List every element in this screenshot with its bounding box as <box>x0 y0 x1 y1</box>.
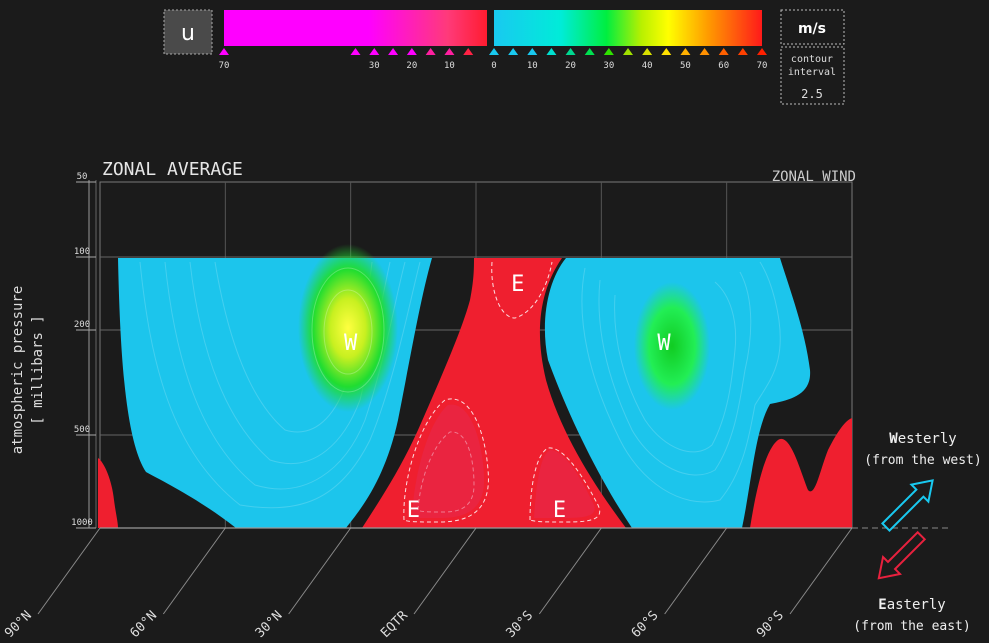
easterly-tick-marker <box>219 48 229 55</box>
chart-subtitle: ZONAL WIND <box>772 169 856 185</box>
easterly-region-north-pole <box>98 458 118 528</box>
latitude-floor <box>37 527 853 615</box>
region-labels: W W E E E <box>344 272 671 523</box>
easterly-tick-label: 70 <box>219 61 230 71</box>
easterly-tick-marker <box>388 48 399 55</box>
easterly-annotation: Easterly (from the east) <box>853 530 971 634</box>
westerly-tick-label: 60 <box>718 61 729 71</box>
westerly-tick-label: 30 <box>603 61 614 71</box>
latitude-tick-label: EQTR <box>378 608 411 641</box>
latitude-tick-label: 60°S <box>629 608 662 641</box>
y-axis-title: atmospheric pressure[ millibars ] <box>10 286 46 455</box>
jet-core-north <box>298 244 398 412</box>
westerly-tick-marker <box>718 48 729 55</box>
westerly-tick-label: 20 <box>565 61 576 71</box>
colorbar-ticks: 70 30 20 10 0 10 20 30 40 50 60 70 <box>219 48 768 71</box>
easterly-region-south-pole <box>750 418 852 528</box>
variable-label: u <box>181 21 195 46</box>
westerly-tick-marker <box>603 48 614 55</box>
easterly-label: E <box>553 498 566 523</box>
westerly-tick-marker <box>757 48 767 55</box>
latitude-tick-label: 60°N <box>127 608 160 641</box>
westerly-title: Westerly <box>889 431 956 447</box>
contour-interval-value: 2.5 <box>801 87 823 101</box>
jet-core-south <box>634 282 710 410</box>
easterly-tick-marker <box>425 48 436 55</box>
westerly-tick-marker <box>680 48 691 55</box>
chart: ZONAL AVERAGE ZONAL WIND <box>2 159 950 641</box>
westerly-tick-marker <box>642 48 653 55</box>
latitude-tick-label: 90°N <box>2 608 35 641</box>
easterly-title: Easterly <box>878 597 945 613</box>
westerly-tick-label: 50 <box>680 61 691 71</box>
units-label: m/s <box>798 21 826 37</box>
westerly-tick-label: 10 <box>527 61 538 71</box>
easterly-tick-marker <box>369 48 380 55</box>
westerly-tick-marker <box>661 48 672 55</box>
westerly-tick-label: 0 <box>491 61 496 71</box>
easterly-tick-label: 10 <box>444 61 455 71</box>
contour-interval-label: contour interval <box>788 54 836 78</box>
contour-interval-box: contour interval 2.5 <box>780 46 845 105</box>
pressure-tick-label: 200 <box>74 320 90 330</box>
easterly-tick-marker <box>350 48 361 55</box>
westerly-jet-label: W <box>344 331 358 356</box>
westerly-jet-label: W <box>657 331 671 356</box>
westerly-annotation: Westerly (from the west) <box>864 431 982 532</box>
chart-title: ZONAL AVERAGE <box>102 159 243 180</box>
westerly-tick-marker <box>546 48 557 55</box>
westerly-tick-marker <box>527 48 538 55</box>
westerly-subtitle: (from the west) <box>864 453 981 468</box>
latitude-tick-labels: 90°N 60°N 30°N EQTR 30°S 60°S 90°S <box>2 608 787 641</box>
pressure-tick-label: 500 <box>74 425 90 435</box>
easterly-label: E <box>407 498 420 523</box>
easterly-tick-marker <box>463 48 474 55</box>
pressure-tick-label: 50 <box>77 172 88 182</box>
pressure-tick-label: 1000 <box>71 518 93 528</box>
easterly-subtitle: (from the east) <box>853 619 970 634</box>
westerly-arrow <box>881 479 934 532</box>
westerly-tick-label: 70 <box>757 61 768 71</box>
easterly-tick-label: 30 <box>369 61 380 71</box>
easterly-tick-label: 20 <box>406 61 417 71</box>
westerly-tick-marker <box>623 48 633 55</box>
westerly-tick-marker <box>489 48 499 55</box>
latitude-tick-label: 30°N <box>253 608 286 641</box>
easterly-tick-marker <box>444 48 455 55</box>
units-box: m/s <box>780 9 845 45</box>
westerly-tick-marker <box>565 48 576 55</box>
easterly-colorbar <box>224 10 487 46</box>
latitude-tick-label: 30°S <box>503 608 536 641</box>
easterly-arrow <box>877 530 927 580</box>
westerly-tick-marker <box>737 48 748 55</box>
westerly-tick-marker <box>699 48 710 55</box>
westerly-tick-marker <box>508 48 519 55</box>
latitude-tick-label: 90°S <box>754 608 787 641</box>
contours-south <box>581 261 781 503</box>
westerly-tick-marker <box>584 48 595 55</box>
pressure-tick-label: 100 <box>74 247 90 257</box>
pressure-tick-labels: 50 100 200 500 1000 <box>71 172 96 529</box>
westerly-tick-label: 40 <box>642 61 653 71</box>
westerly-colorbar <box>494 10 762 46</box>
easterly-tick-marker <box>406 48 417 55</box>
variable-box: u <box>163 9 213 55</box>
easterly-label: E <box>511 272 524 297</box>
